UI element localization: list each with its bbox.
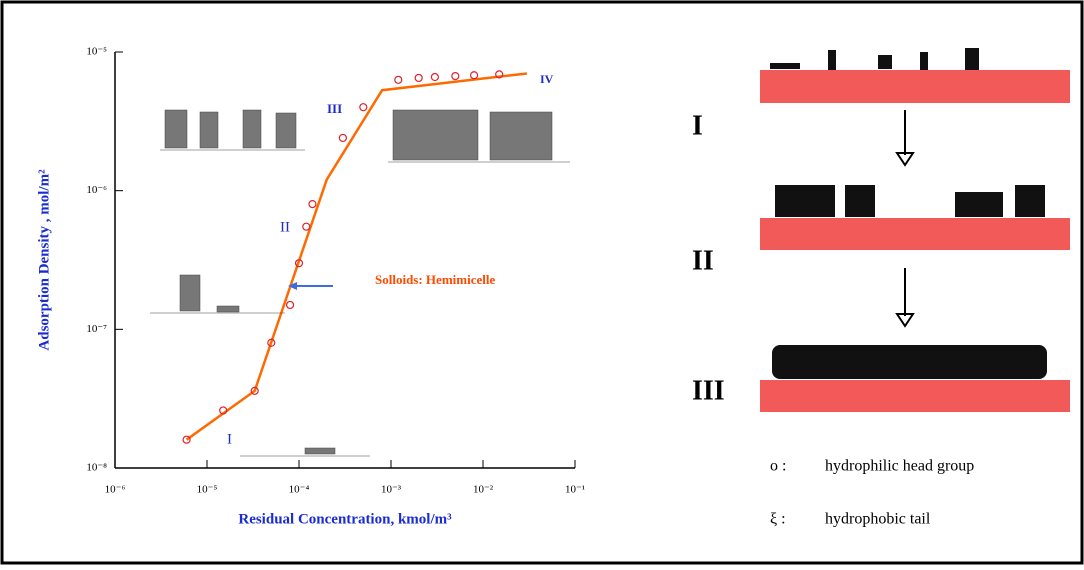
sketch xyxy=(243,110,261,148)
legend-symbol: ξ : xyxy=(770,511,786,528)
sketch xyxy=(217,306,239,312)
region-label: I xyxy=(227,431,232,447)
x-tick-label: 10⁻¹ xyxy=(565,484,585,496)
annotation: Solloids: Hemimicelle xyxy=(375,272,495,287)
molecule xyxy=(772,345,1047,379)
molecule xyxy=(770,63,800,69)
sketch xyxy=(305,448,335,454)
molecule xyxy=(965,48,979,70)
x-tick-label: 10⁻⁵ xyxy=(197,484,218,496)
y-tick-label: 10⁻⁵ xyxy=(86,46,107,58)
region-label: III xyxy=(327,101,342,116)
sketch xyxy=(165,110,187,148)
molecule xyxy=(845,185,875,217)
sketch xyxy=(276,113,296,148)
region-label: II xyxy=(280,219,290,235)
molecule xyxy=(955,192,1003,217)
stage-label: II xyxy=(692,245,714,276)
y-tick-label: 10⁻⁷ xyxy=(86,323,107,335)
figure: 10⁻⁶ 10⁻⁵ 10⁻⁴ 10⁻³ 10⁻² 10⁻¹ 10⁻⁸ 10⁻⁷ 10⁻⁶ 10⁻⁵… xyxy=(0,0,1084,565)
x-tick-label: 10⁻² xyxy=(473,484,494,496)
molecule xyxy=(878,55,892,69)
sketch xyxy=(490,112,552,160)
x-tick-label: 10⁻⁶ xyxy=(105,484,126,496)
legend-text: hydrophilic head group xyxy=(825,458,974,475)
y-tick-label: 10⁻⁸ xyxy=(86,462,107,474)
sketch xyxy=(180,275,200,311)
stage-label: III xyxy=(692,375,725,406)
stage-label: I xyxy=(692,110,703,141)
legend-text: hydrophobic tail xyxy=(825,511,931,528)
sketch xyxy=(393,110,478,160)
substrate xyxy=(760,380,1070,412)
sketch xyxy=(200,112,218,148)
molecule xyxy=(828,50,836,70)
substrate xyxy=(760,218,1070,250)
x-tick-label: 10⁻⁴ xyxy=(289,484,310,496)
molecule xyxy=(920,52,928,70)
region-label: IV xyxy=(540,72,554,86)
molecule xyxy=(1015,185,1045,217)
y-axis-label: Adsorption Density , mol/m² xyxy=(36,169,52,351)
legend-symbol: o : xyxy=(770,458,786,475)
substrate xyxy=(760,70,1070,103)
x-tick-label: 10⁻³ xyxy=(381,484,402,496)
y-tick-label: 10⁻⁶ xyxy=(86,184,107,196)
molecule xyxy=(775,185,835,217)
x-axis-label: Residual Concentration, kmol/m³ xyxy=(238,511,452,527)
